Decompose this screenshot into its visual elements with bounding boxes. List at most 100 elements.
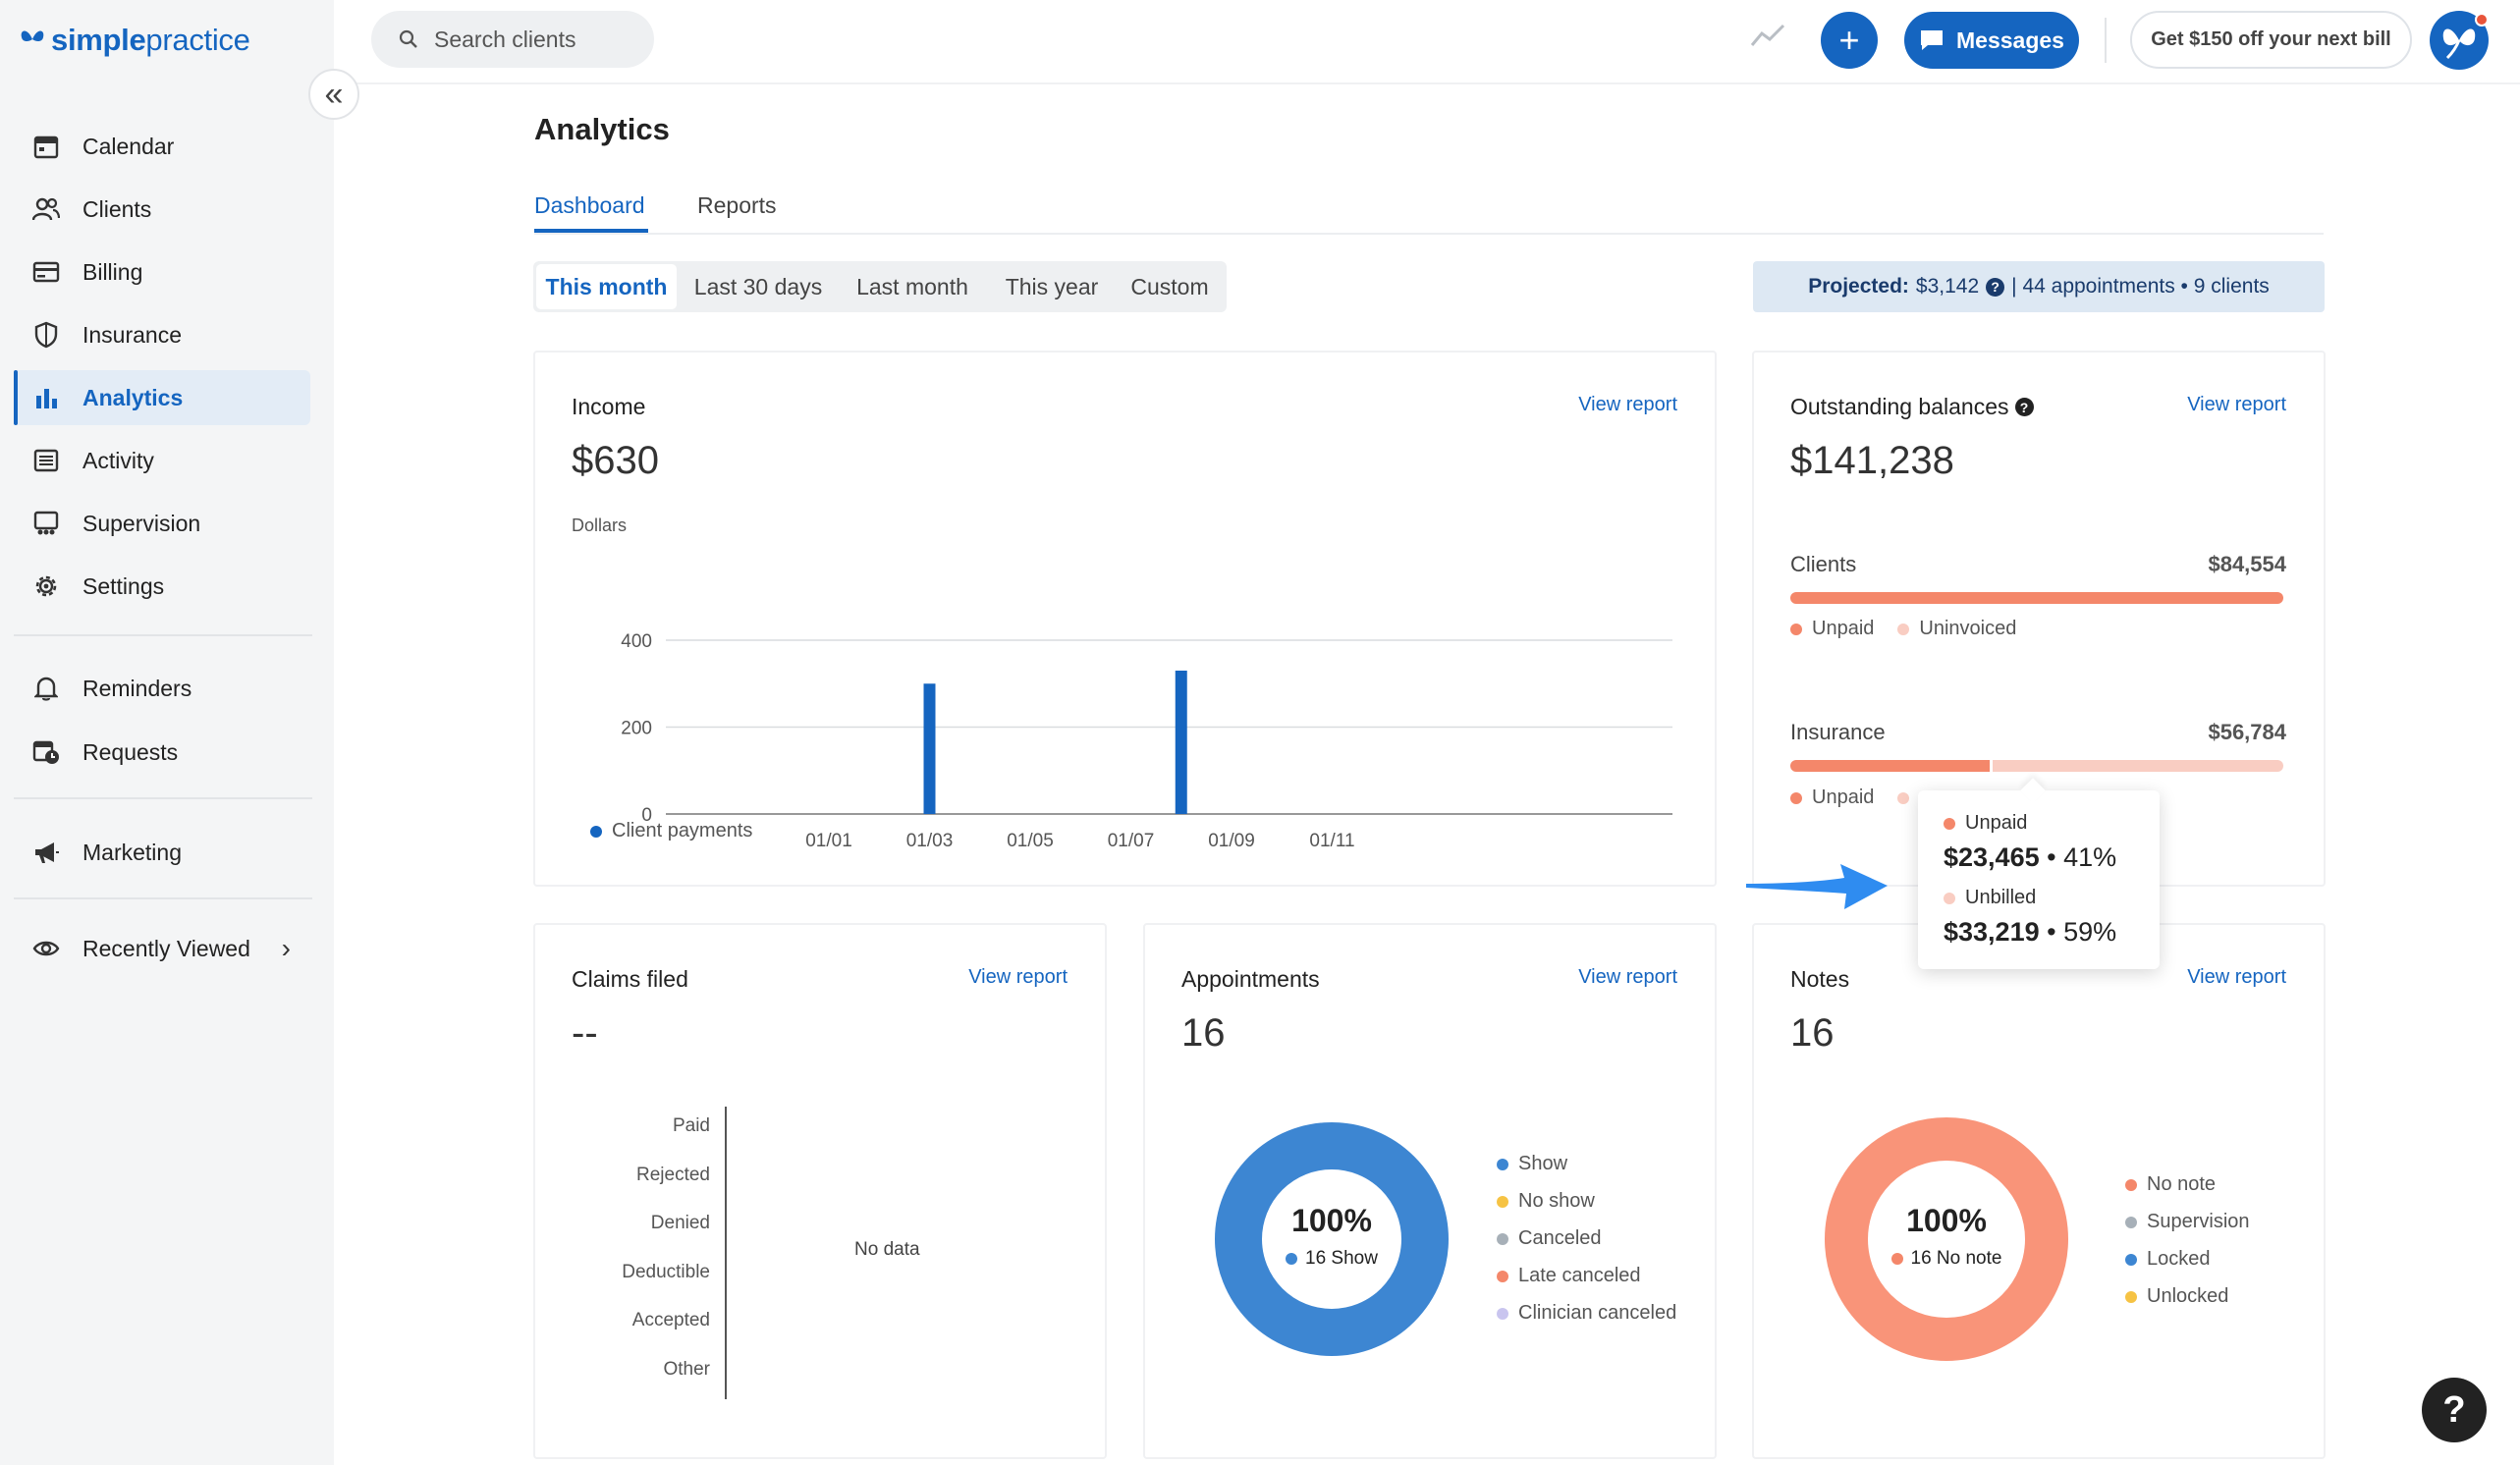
income-y-axis-label: Dollars [572,515,628,535]
appointments-card: Appointments View report 16 100% 16 Show… [1143,923,1717,1459]
shield-icon [31,320,61,350]
claims-empty-text: No data [854,1239,920,1260]
legend-label: Canceled [1518,1227,1602,1249]
sidebar-item-calendar[interactable]: Calendar [14,119,310,174]
search-input[interactable] [434,26,630,53]
income-bar [1175,670,1187,814]
income-bar [923,683,936,814]
tooltip-percent: • 59% [2047,917,2117,947]
projected-summary: Projected: $3,142 ? | 44 appointments • … [1753,261,2325,312]
x-tick-label: 01/05 [1007,831,1054,851]
insurance-balance-label: Insurance [1790,720,1886,744]
trend-line-icon[interactable] [1750,22,1785,49]
help-button[interactable]: ? [2422,1378,2487,1442]
legend-dot [1897,623,1910,635]
appointments-view-report-link[interactable]: View report [1578,966,1677,988]
legend-locked: Locked [2125,1248,2250,1271]
avatar[interactable] [2430,11,2489,70]
sidebar-item-supervision[interactable]: Supervision [14,496,310,551]
donut-ring-show [1215,1122,1449,1356]
legend-label: Show [1518,1153,1568,1174]
help-circle-icon[interactable]: ? [2014,398,2034,416]
range-this-year[interactable]: This year [1005,273,1099,299]
income-label: Income [572,394,646,419]
tab-dashboard[interactable]: Dashboard [534,192,645,218]
range-custom[interactable]: Custom [1130,273,1209,299]
projected-label: Projected: [1808,275,1909,298]
search-icon [399,29,417,48]
legend-unpaid: Unpaid [1790,787,1874,809]
messages-button[interactable]: Messages [1904,12,2079,69]
sidebar-item-billing[interactable]: Billing [14,244,310,299]
x-tick-label: 01/07 [1108,831,1155,851]
sidebar-item-analytics[interactable]: Analytics [14,370,310,425]
insurance-balance-value: $56,784 [2208,720,2286,744]
sidebar-item-settings[interactable]: Settings [14,559,310,614]
tab-reports[interactable]: Reports [697,192,777,218]
promo-label: Get $150 off your next bill [2151,28,2391,50]
donut-ring-no-note [1825,1117,2068,1361]
sidebar-item-insurance[interactable]: Insurance [14,307,310,362]
question-mark-icon: ? [2442,1388,2466,1431]
topbar-border [334,82,2520,84]
sidebar-item-marketing[interactable]: Marketing [14,825,310,880]
appointments-label: Appointments [1181,966,1320,992]
collapse-sidebar-button[interactable]: « [308,69,359,120]
appointments-center-label: 16 Show [1214,1248,1450,1270]
income-view-report-link[interactable]: View report [1578,394,1677,415]
sidebar-item-label: Calendar [82,133,175,159]
search-bar[interactable] [371,11,654,68]
outstanding-view-report-link[interactable]: View report [2187,394,2286,415]
claims-label: Claims filed [572,966,688,992]
claims-filed-card: Claims filed View report -- Paid Rejecte… [533,923,1107,1459]
sidebar-item-activity[interactable]: Activity [14,433,310,488]
claims-category-label: Paid [672,1115,710,1136]
legend-dot [2125,1216,2137,1228]
legend-uninvoiced: Uninvoiced [1897,618,2016,640]
legend-label: Unpaid [1812,787,1875,808]
sidebar-item-label: Analytics [82,384,184,410]
sidebar-item-clients[interactable]: Clients [14,182,310,237]
legend-supervision: Supervision [2125,1211,2250,1233]
tooltip-unpaid-row: Unpaid [1944,812,2134,835]
x-tick-label: 01/11 [1309,831,1354,851]
claims-value: -- [572,1011,598,1055]
legend-label: Clinician canceled [1518,1302,1677,1324]
sidebar-divider [14,797,312,799]
legend-dot [2125,1290,2137,1303]
brand-name: simplepractice [51,23,250,57]
notes-card: Notes View report 16 100% 16 No note No … [1752,923,2326,1459]
add-button[interactable]: + [1821,12,1878,69]
legend-dot [1286,1253,1298,1265]
sidebar-divider [14,634,312,636]
simplepractice-logo[interactable]: simplepractice [18,18,250,63]
sidebar-item-recently-viewed[interactable]: Recently Viewed › [14,921,310,976]
range-this-month[interactable]: This month [536,264,677,309]
range-last-30-days[interactable]: Last 30 days [693,273,823,299]
range-last-month[interactable]: Last month [856,273,968,299]
sidebar-item-requests[interactable]: Requests [14,725,310,780]
date-range-selector: This month Last 30 days Last month This … [533,261,1227,312]
income-value: $630 [572,439,659,482]
insurance-balance-bar[interactable] [1790,760,2283,772]
help-circle-icon[interactable]: ? [1986,277,2005,297]
income-legend: Client payments [590,820,752,842]
sidebar-item-label: Requests [82,738,179,765]
legend-clinician-canceled: Clinician canceled [1497,1302,1676,1325]
claims-category-label: Other [663,1358,710,1380]
sidebar-item-reminders[interactable]: Reminders [14,661,310,716]
legend-dot [1897,791,1910,804]
sidebar-item-label: Settings [82,572,165,599]
appointments-center-sub: 16 Show [1305,1248,1378,1269]
insurance-unbilled-segment [1992,760,2283,772]
legend-show: Show [1497,1153,1676,1175]
claims-view-report-link[interactable]: View report [968,966,1068,988]
legend-unpaid: Unpaid [1790,618,1874,640]
sidebar: simplepractice Calendar Clients Billing … [0,0,334,1465]
notes-view-report-link[interactable]: View report [2187,966,2286,988]
claims-category-label: Denied [650,1213,710,1234]
clients-balance-label: Clients [1790,552,1857,576]
promo-button[interactable]: Get $150 off your next bill [2130,11,2412,69]
insurance-unpaid-segment [1790,760,1993,772]
claims-category-label: Accepted [631,1310,710,1331]
